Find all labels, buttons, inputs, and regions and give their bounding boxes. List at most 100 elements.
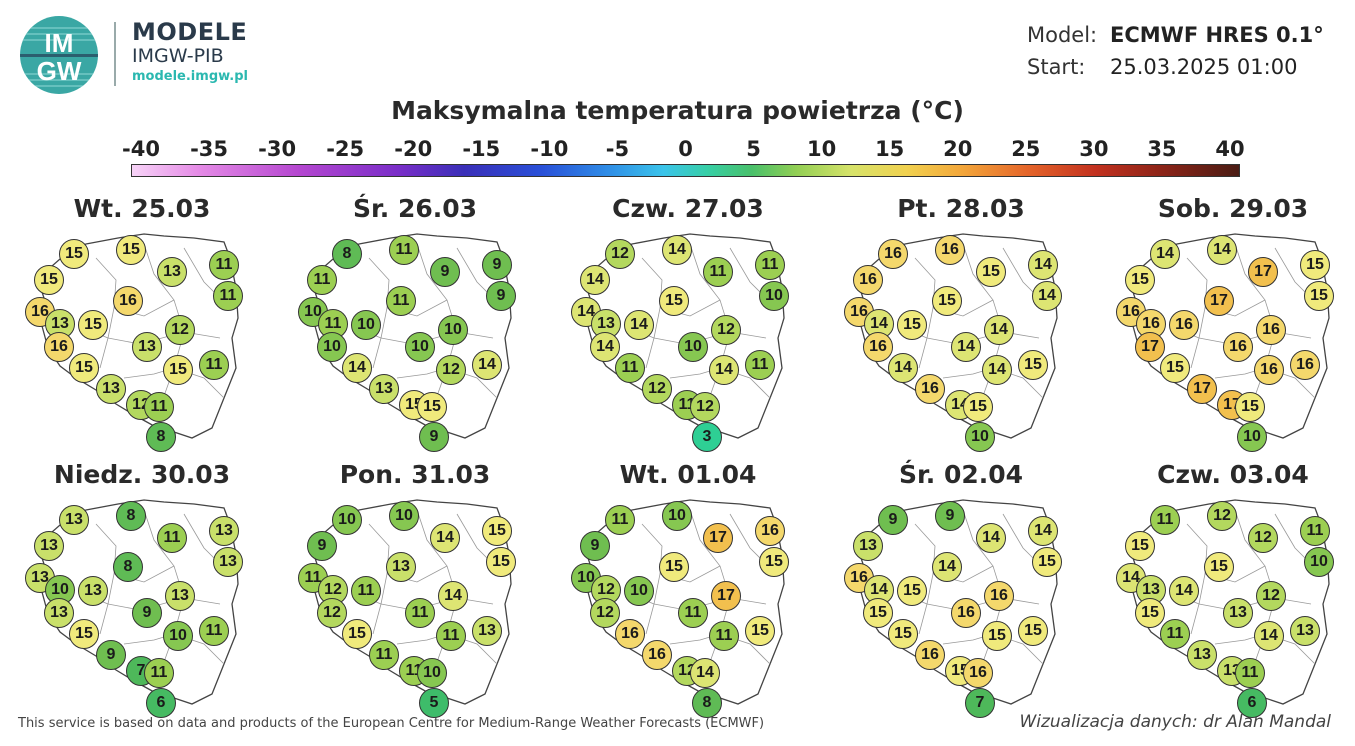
temperature-bubble: 14 <box>976 523 1006 553</box>
temperature-bubble: 6 <box>146 688 176 718</box>
colorbar-tick-label: 10 <box>807 137 837 161</box>
temperature-bubble: 12 <box>590 598 620 628</box>
temperature-bubble: 15 <box>163 355 193 385</box>
temperature-bubble: 11 <box>209 250 239 280</box>
temperature-bubble: 15 <box>1018 350 1048 380</box>
temperature-bubble: 11 <box>678 598 708 628</box>
colorbar-tick-label: 40 <box>1215 137 1245 161</box>
temperature-bubble: 14 <box>472 350 502 380</box>
day-map: 14 12 14 11 11 14 15 10 14 13 12 14 10 11 11 14 12 11 12 3 <box>570 228 795 452</box>
ecmwf-attribution: This service is based on data and produc… <box>18 716 765 731</box>
colorbar-tick-label: -35 <box>190 137 229 161</box>
temperature-bubble: 10 <box>405 332 435 362</box>
temperature-bubble: 9 <box>580 531 610 561</box>
temperature-bubble: 12 <box>1256 581 1286 611</box>
temperature-bubble: 13 <box>44 598 74 628</box>
colorbar-tick-label: -20 <box>394 137 433 161</box>
temperature-bubble: 15 <box>342 619 372 649</box>
day-title: Śr. 26.03 <box>352 194 478 223</box>
temperature-bubble: 11 <box>369 640 399 670</box>
temperature-bubble: 11 <box>755 250 785 280</box>
temperature-bubble: 13 <box>59 505 89 535</box>
temperature-bubble: 16 <box>915 640 945 670</box>
day-map: 11 8 11 9 9 10 11 9 10 11 10 10 10 14 14 12 13 15 15 9 <box>297 228 522 452</box>
temperature-bubble: 11 <box>1150 505 1180 535</box>
colorbar-tick-label: 25 <box>1011 137 1041 161</box>
temperature-bubble: 11 <box>157 523 187 553</box>
temperature-bubble: 17 <box>1187 374 1217 404</box>
temperature-bubble: 16 <box>984 581 1014 611</box>
temperature-bubble: 10 <box>965 422 995 452</box>
temperature-bubble: 10 <box>624 576 654 606</box>
temperature-bubble: 15 <box>1125 531 1155 561</box>
voivodeship-border <box>380 331 494 345</box>
temperature-bubble: 12 <box>436 355 466 385</box>
temperature-bubble: 13 <box>78 576 108 606</box>
visualization-credit: Wizualizacja danych: dr Alan Mandal <box>1019 712 1331 732</box>
temperature-bubble: 17 <box>1248 257 1278 287</box>
temperature-bubble: 3 <box>692 422 722 452</box>
temperature-bubble: 14 <box>984 315 1014 345</box>
temperature-bubble: 11 <box>436 621 466 651</box>
temperature-bubble: 15 <box>116 235 146 265</box>
temperature-bubble: 11 <box>351 576 381 606</box>
day-map: 15 11 12 12 11 14 15 10 14 13 12 15 13 13 11 14 13 13 11 6 <box>1115 494 1340 718</box>
temperature-bubble: 15 <box>982 621 1012 651</box>
temperature-bubble: 9 <box>482 250 512 280</box>
voivodeship-border <box>380 597 494 611</box>
temperature-bubble: 14 <box>1254 621 1284 651</box>
temperature-bubble: 16 <box>963 658 993 688</box>
colorbar-tick-label: 35 <box>1147 137 1177 161</box>
temperature-bubble: 14 <box>1028 250 1058 280</box>
temperature-bubble: 16 <box>878 239 908 269</box>
temperature-bubble: 12 <box>711 315 741 345</box>
brand-url[interactable]: modele.imgw.pl <box>132 69 248 84</box>
colorbar-tick-label: 30 <box>1079 137 1109 161</box>
temperature-bubble: 16 <box>935 235 965 265</box>
temperature-bubble: 12 <box>1207 501 1237 531</box>
temperature-bubble: 10 <box>332 505 362 535</box>
temperature-bubble: 15 <box>963 392 993 422</box>
temperature-bubble: 17 <box>703 523 733 553</box>
voivodeship-border <box>1198 597 1312 611</box>
temperature-bubble: 16 <box>1290 350 1320 380</box>
day-map: 15 15 15 13 11 16 16 11 15 13 12 16 13 11 15 15 13 12 11 8 <box>24 228 249 452</box>
temperature-bubble: 17 <box>1135 332 1165 362</box>
temperature-bubble: 11 <box>144 392 174 422</box>
voivodeship-border <box>926 597 1040 611</box>
temperature-bubble: 15 <box>745 616 775 646</box>
temperature-bubble: 9 <box>935 501 965 531</box>
temperature-bubble: 15 <box>759 547 789 577</box>
temperature-bubble: 14 <box>1207 235 1237 265</box>
temperature-bubble: 13 <box>209 516 239 546</box>
temperature-bubble: 15 <box>69 353 99 383</box>
temperature-bubble: 10 <box>389 501 419 531</box>
colorbar-tick-label: -40 <box>122 137 160 161</box>
temperature-bubble: 15 <box>897 310 927 340</box>
temperature-bubble: 13 <box>213 547 243 577</box>
temperature-bubble: 14 <box>662 235 692 265</box>
temperature-bubble: 8 <box>692 688 722 718</box>
temperature-bubble: 10 <box>1304 547 1334 577</box>
temperature-bubble: 9 <box>96 640 126 670</box>
day-title: Czw. 03.04 <box>1157 460 1309 489</box>
temperature-bubble: 11 <box>213 281 243 311</box>
temperature-bubble: 14 <box>690 658 720 688</box>
temperature-bubble: 16 <box>113 286 143 316</box>
start-value: 25.03.2025 01:00 <box>1110 55 1298 79</box>
temperature-bubble: 9 <box>486 281 516 311</box>
temperature-bubble: 16 <box>915 374 945 404</box>
temperature-bubble: 16 <box>1256 315 1286 345</box>
temperature-bubble: 16 <box>1254 355 1284 385</box>
temperature-bubble: 13 <box>165 581 195 611</box>
temperature-bubble: 12 <box>690 392 720 422</box>
voivodeship-border <box>926 331 1040 345</box>
temperature-bubble: 10 <box>317 332 347 362</box>
temperature-bubble: 13 <box>1223 598 1253 628</box>
temperature-bubble: 9 <box>878 505 908 535</box>
temperature-bubble: 15 <box>486 547 516 577</box>
temperature-bubble: 15 <box>1304 281 1334 311</box>
temperature-bubble: 15 <box>1135 598 1165 628</box>
temperature-bubble: 14 <box>430 523 460 553</box>
colorbar-tick-label: -15 <box>462 137 501 161</box>
